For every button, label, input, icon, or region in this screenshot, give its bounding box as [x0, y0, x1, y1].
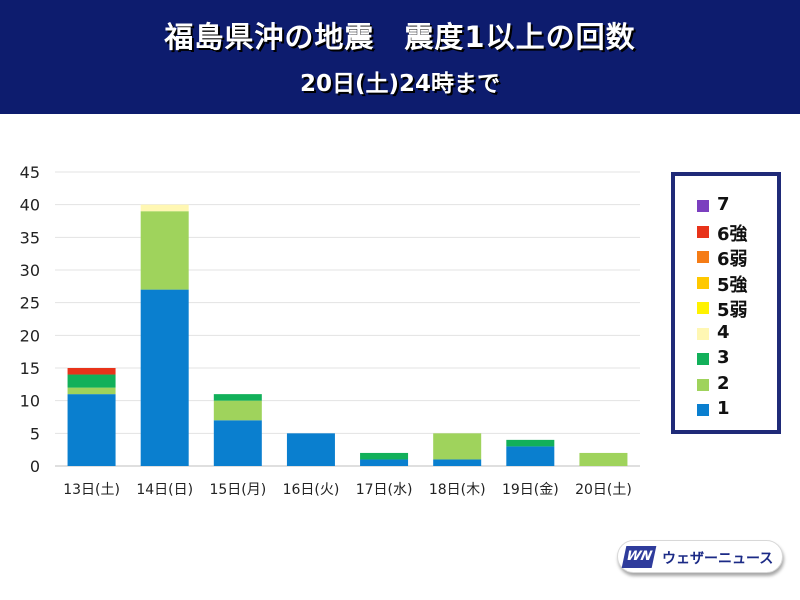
legend-swatch — [697, 353, 709, 365]
x-tick-label: 17日(水) — [356, 482, 413, 498]
y-tick-label: 25 — [20, 294, 40, 313]
legend-swatch — [697, 378, 709, 391]
bar-segment-intensity-3 — [360, 452, 409, 460]
y-tick-label: 20 — [20, 326, 40, 345]
bar-segment-intensity-1 — [433, 459, 482, 466]
bar-segment-intensity-2 — [213, 400, 262, 421]
y-tick-label: 5 — [30, 424, 40, 443]
legend-label: 5弱 — [717, 300, 748, 321]
legend-swatch — [697, 302, 709, 314]
y-tick-label: 10 — [20, 392, 40, 411]
bar-segment-intensity-3 — [67, 374, 116, 388]
legend-label: 6強 — [717, 223, 748, 245]
y-tick-label: 0 — [30, 457, 40, 476]
legend-label: 7 — [717, 194, 730, 215]
bar-segment-intensity-1 — [286, 433, 335, 466]
legend-swatch — [697, 327, 709, 340]
legend-swatch — [697, 404, 709, 416]
legend-label: 4 — [717, 321, 730, 343]
chart-title: 福島県沖の地震 震度1以上の回数 — [164, 20, 636, 54]
bar-segment-intensity-2 — [579, 452, 628, 466]
bar-segment-intensity-6強 — [67, 368, 116, 375]
legend-swatch — [697, 276, 709, 289]
legend: 7 6強 6弱 5強 5弱 4 3 2 1 — [671, 172, 781, 434]
x-tick-label: 15日(月) — [209, 482, 266, 498]
y-tick-label: 15 — [20, 359, 40, 378]
legend-label: 5強 — [717, 274, 748, 296]
y-tick-label: 35 — [20, 228, 40, 247]
legend-label: 6弱 — [717, 249, 748, 270]
x-tick-label: 13日(土) — [63, 482, 120, 498]
legend-swatch — [697, 225, 709, 238]
brand-name: ウェザーニュース — [662, 551, 774, 567]
bar-segment-intensity-4 — [140, 204, 189, 212]
chart-subtitle: 20日(土)24時まで — [299, 71, 501, 97]
weathernews-brand: WN ウェザーニュース — [617, 540, 783, 573]
bar-segment-intensity-1 — [506, 446, 555, 466]
legend-swatch — [697, 251, 709, 263]
legend-label: 3 — [717, 347, 730, 368]
bar-segment-intensity-1 — [213, 420, 262, 466]
wn-logo: WN — [621, 546, 657, 568]
bar-segment-intensity-2 — [67, 387, 116, 395]
bar-segment-intensity-2 — [433, 433, 482, 460]
header-banner: 福島県沖の地震 震度1以上の回数 20日(土)24時まで — [0, 0, 800, 114]
bar-segment-intensity-2 — [140, 211, 189, 290]
x-tick-label: 19日(金) — [502, 482, 559, 498]
x-tick-label: 18日(木) — [429, 482, 486, 498]
x-tick-label: 16日(火) — [283, 482, 340, 498]
bar-segment-intensity-3 — [506, 439, 555, 447]
x-tick-label: 14日(日) — [136, 482, 193, 498]
legend-label: 2 — [717, 372, 730, 394]
bar-segment-intensity-3 — [213, 394, 262, 401]
bar-segment-intensity-1 — [67, 394, 116, 466]
bar-segment-intensity-1 — [360, 459, 409, 466]
y-tick-label: 30 — [20, 261, 40, 280]
x-tick-label: 20日(土) — [575, 482, 632, 498]
bar-segment-intensity-1 — [140, 289, 189, 466]
y-tick-label: 45 — [20, 163, 40, 182]
legend-swatch — [697, 200, 709, 212]
y-tick-label: 40 — [20, 196, 40, 215]
legend-label: 1 — [717, 398, 730, 419]
